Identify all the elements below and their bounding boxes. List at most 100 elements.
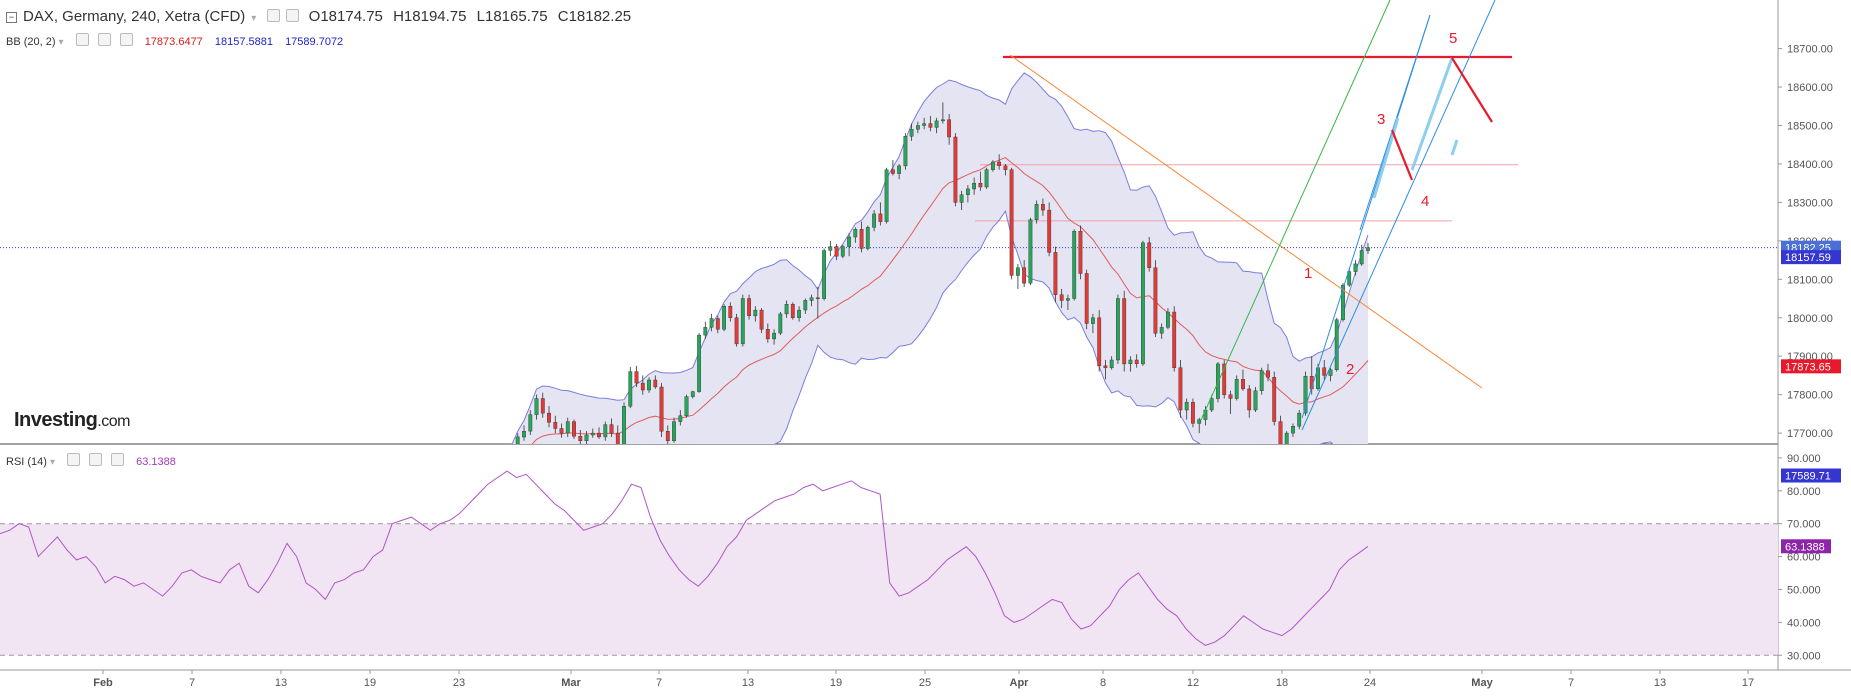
projection-arrow-up-2 <box>1410 57 1454 171</box>
candle-body <box>510 456 513 466</box>
candle-body <box>684 396 689 417</box>
x-tick-label: Apr <box>1010 677 1030 689</box>
rsi-label[interactable]: RSI (14) <box>6 456 47 468</box>
candle-body <box>834 246 839 257</box>
candle-body <box>522 431 526 438</box>
bb-upper-line <box>511 72 1369 444</box>
candle-body <box>1165 311 1170 328</box>
candle-body <box>715 318 720 330</box>
x-tick-label: 23 <box>453 677 465 689</box>
rsi-line <box>0 470 1369 646</box>
candle-body <box>853 229 858 238</box>
price-label-box <box>1781 359 1841 374</box>
candle-body <box>659 386 664 432</box>
channel-line-blue-mid <box>1301 14 1431 419</box>
price-label-box <box>1781 250 1841 265</box>
eye-icon[interactable] <box>67 453 81 466</box>
candle-body <box>622 406 626 444</box>
candle-body <box>1234 379 1239 399</box>
candle-body <box>1016 267 1020 276</box>
wave-label-3: 3 <box>1377 111 1385 128</box>
candle-body <box>1109 359 1114 368</box>
candles[interactable] <box>497 102 1370 481</box>
settings-icon[interactable] <box>89 453 103 466</box>
candle-body <box>1122 298 1127 365</box>
x-tick-label: 13 <box>1654 677 1666 689</box>
candle-body <box>1328 369 1333 376</box>
drawings[interactable]: 1 2 3 4 5 <box>1003 0 1512 431</box>
candle-body <box>778 313 783 334</box>
candle-body <box>984 169 989 188</box>
close-icon[interactable] <box>111 453 125 466</box>
candle-body <box>1140 242 1145 365</box>
candle-body <box>790 304 795 318</box>
axes: 17700.0017800.0017900.0018000.0018100.00… <box>93 44 1841 689</box>
candle-body <box>734 317 739 345</box>
bb-label[interactable]: BB (20, 2) <box>6 36 56 48</box>
candle-body <box>809 297 814 301</box>
candle-body <box>1065 298 1070 301</box>
candle-body <box>1359 250 1364 265</box>
candle-body <box>865 227 870 249</box>
candle-body <box>1090 317 1095 324</box>
candle-body <box>966 188 970 195</box>
chevron-down-icon[interactable]: ▾ <box>49 457 55 468</box>
close-icon[interactable] <box>119 33 133 46</box>
candle-body <box>897 165 902 174</box>
candle-body <box>634 371 639 384</box>
price-tick-label: 18300.00 <box>1787 197 1833 209</box>
candle-body <box>972 182 977 190</box>
collapse-icon[interactable]: − <box>6 12 17 23</box>
candle-body <box>559 428 564 434</box>
settings-icon[interactable] <box>97 33 111 46</box>
candle-body <box>891 169 895 174</box>
candle-body <box>840 246 845 257</box>
eye-icon[interactable] <box>75 33 89 46</box>
candle-body <box>978 182 983 188</box>
x-tick-label: 7 <box>656 677 662 689</box>
rsi-band <box>0 523 1778 656</box>
wave-label-5: 5 <box>1449 30 1457 47</box>
candle-body <box>615 432 620 444</box>
candle-body <box>1072 230 1077 299</box>
rsi-tick-label: 70.000 <box>1787 519 1821 531</box>
price-tick-label: 18400.00 <box>1787 159 1833 171</box>
candle-body <box>603 424 608 438</box>
projection-arrow-up-1 <box>1372 117 1400 199</box>
channel-line-blue-upper <box>1359 14 1431 231</box>
wave-label-4: 4 <box>1421 193 1429 210</box>
candle-body <box>709 318 714 328</box>
eye-icon[interactable] <box>266 9 280 22</box>
x-tick-label: 19 <box>364 677 376 689</box>
price-label-text: 17589.71 <box>1785 471 1831 483</box>
x-tick-label: Feb <box>93 677 113 689</box>
candle-body <box>878 213 883 222</box>
candle-body <box>1190 402 1195 424</box>
x-tick-label: 25 <box>919 677 931 689</box>
candle-body <box>1153 267 1158 334</box>
candle-body <box>959 194 964 203</box>
candle-body <box>578 436 583 442</box>
bb-upper-value: 17873.6477 <box>144 36 203 48</box>
wave-label-1: 1 <box>1304 265 1312 282</box>
candle-body <box>916 125 920 130</box>
candle-body <box>740 298 745 345</box>
candle-body <box>822 250 827 299</box>
candle-body <box>859 229 864 249</box>
candle-body <box>1222 363 1227 395</box>
chevron-down-icon[interactable]: ▾ <box>58 37 64 48</box>
candle-body <box>690 391 695 397</box>
projection-arrow-up-2a <box>1450 139 1459 156</box>
settings-icon[interactable] <box>285 9 299 22</box>
chevron-down-icon[interactable]: ▾ <box>251 13 257 24</box>
chart-header: − DAX, Germany, 240, Xetra (CFD) ▾ O18174.… <box>6 8 637 25</box>
ohlc-high: H18194.75 <box>393 8 467 25</box>
candle-body <box>1097 317 1102 367</box>
price-label-text: 18157.59 <box>1785 252 1831 264</box>
candle-body <box>1103 365 1108 368</box>
instrument-title: DAX, Germany, 240, Xetra (CFD) <box>23 8 246 25</box>
x-tick-label: 17 <box>1742 677 1754 689</box>
candle-body <box>1215 363 1220 399</box>
rsi-value-box <box>1781 539 1831 554</box>
